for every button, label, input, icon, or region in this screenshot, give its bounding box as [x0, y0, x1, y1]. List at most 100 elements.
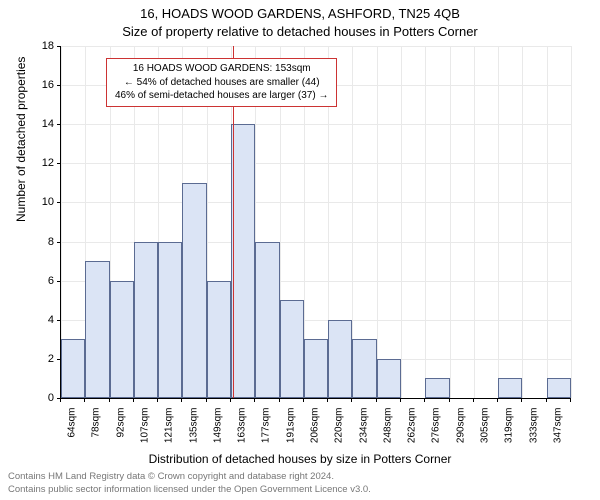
histogram-bar: [110, 281, 134, 398]
histogram-bar: [425, 378, 449, 398]
y-tick-mark: [57, 85, 60, 86]
x-tick-label: 177sqm: [261, 408, 272, 454]
x-tick-mark: [303, 399, 304, 402]
y-tick-label: 8: [0, 236, 54, 248]
x-tick-mark: [84, 399, 85, 402]
histogram-bar: [498, 378, 522, 398]
histogram-bar: [182, 183, 206, 398]
x-tick-mark: [473, 399, 474, 402]
x-tick-label: 163sqm: [237, 408, 248, 454]
x-tick-mark: [351, 399, 352, 402]
y-tick-mark: [57, 124, 60, 125]
gridline-h: [61, 202, 571, 203]
gridline-v: [474, 46, 475, 398]
x-tick-mark: [109, 399, 110, 402]
y-tick-mark: [57, 281, 60, 282]
x-tick-mark: [424, 399, 425, 402]
y-tick-mark: [57, 46, 60, 47]
histogram-bar: [328, 320, 352, 398]
histogram-bar: [304, 339, 328, 398]
x-tick-label: 206sqm: [310, 408, 321, 454]
x-tick-mark: [254, 399, 255, 402]
y-tick-mark: [57, 242, 60, 243]
x-tick-label: 347sqm: [552, 408, 563, 454]
x-tick-mark: [279, 399, 280, 402]
y-tick-label: 10: [0, 196, 54, 208]
annotation-box: 16 HOADS WOOD GARDENS: 153sqm← 54% of de…: [106, 58, 337, 107]
histogram-bar: [85, 261, 109, 398]
annotation-line: ← 54% of detached houses are smaller (44…: [115, 76, 328, 90]
x-tick-mark: [570, 399, 571, 402]
x-tick-mark: [546, 399, 547, 402]
x-tick-mark: [521, 399, 522, 402]
x-tick-mark: [400, 399, 401, 402]
histogram-bar: [352, 339, 376, 398]
x-tick-label: 276sqm: [431, 408, 442, 454]
x-tick-mark: [497, 399, 498, 402]
x-tick-label: 107sqm: [140, 408, 151, 454]
y-tick-label: 14: [0, 118, 54, 130]
histogram-bar: [207, 281, 231, 398]
y-tick-label: 16: [0, 79, 54, 91]
x-tick-label: 248sqm: [382, 408, 393, 454]
y-tick-label: 18: [0, 40, 54, 52]
gridline-v: [450, 46, 451, 398]
y-tick-label: 4: [0, 314, 54, 326]
x-tick-label: 121sqm: [164, 408, 175, 454]
gridline-v: [522, 46, 523, 398]
x-tick-mark: [449, 399, 450, 402]
y-tick-mark: [57, 359, 60, 360]
histogram-bar: [280, 300, 304, 398]
histogram-bar: [231, 124, 255, 398]
y-tick-label: 6: [0, 275, 54, 287]
gridline-v: [547, 46, 548, 398]
y-tick-mark: [57, 202, 60, 203]
x-tick-label: 191sqm: [285, 408, 296, 454]
y-tick-label: 2: [0, 353, 54, 365]
x-tick-label: 78sqm: [91, 408, 102, 454]
x-tick-label: 290sqm: [455, 408, 466, 454]
x-tick-mark: [230, 399, 231, 402]
y-tick-mark: [57, 163, 60, 164]
x-tick-mark: [157, 399, 158, 402]
gridline-h: [61, 124, 571, 125]
x-tick-label: 64sqm: [67, 408, 78, 454]
x-tick-label: 305sqm: [480, 408, 491, 454]
gridline-h: [61, 46, 571, 47]
annotation-line: 16 HOADS WOOD GARDENS: 153sqm: [115, 62, 328, 76]
gridline-v: [377, 46, 378, 398]
x-axis-label: Distribution of detached houses by size …: [0, 452, 600, 466]
y-tick-mark: [57, 320, 60, 321]
chart-title-line1: 16, HOADS WOOD GARDENS, ASHFORD, TN25 4Q…: [0, 6, 600, 21]
footer-line2: Contains public sector information licen…: [8, 484, 371, 495]
gridline-h: [61, 163, 571, 164]
x-tick-label: 319sqm: [504, 408, 515, 454]
histogram-bar: [61, 339, 85, 398]
gridline-v: [425, 46, 426, 398]
x-tick-mark: [327, 399, 328, 402]
y-tick-label: 12: [0, 157, 54, 169]
histogram-bar: [255, 242, 279, 398]
gridline-v: [571, 46, 572, 398]
gridline-v: [401, 46, 402, 398]
gridline-v: [498, 46, 499, 398]
x-tick-mark: [206, 399, 207, 402]
histogram-bar: [547, 378, 571, 398]
histogram-bar: [158, 242, 182, 398]
x-tick-label: 149sqm: [212, 408, 223, 454]
x-tick-mark: [376, 399, 377, 402]
x-tick-label: 262sqm: [407, 408, 418, 454]
x-tick-mark: [60, 399, 61, 402]
x-tick-label: 333sqm: [528, 408, 539, 454]
footer-attribution: Contains HM Land Registry data © Crown c…: [8, 471, 371, 496]
annotation-line: 46% of semi-detached houses are larger (…: [115, 89, 328, 103]
x-tick-label: 135sqm: [188, 408, 199, 454]
y-tick-label: 0: [0, 392, 54, 404]
x-tick-label: 92sqm: [115, 408, 126, 454]
x-tick-label: 220sqm: [334, 408, 345, 454]
footer-line1: Contains HM Land Registry data © Crown c…: [8, 471, 334, 482]
histogram-bar: [134, 242, 158, 398]
histogram-bar: [377, 359, 401, 398]
x-tick-mark: [133, 399, 134, 402]
chart-title-line2: Size of property relative to detached ho…: [0, 24, 600, 39]
